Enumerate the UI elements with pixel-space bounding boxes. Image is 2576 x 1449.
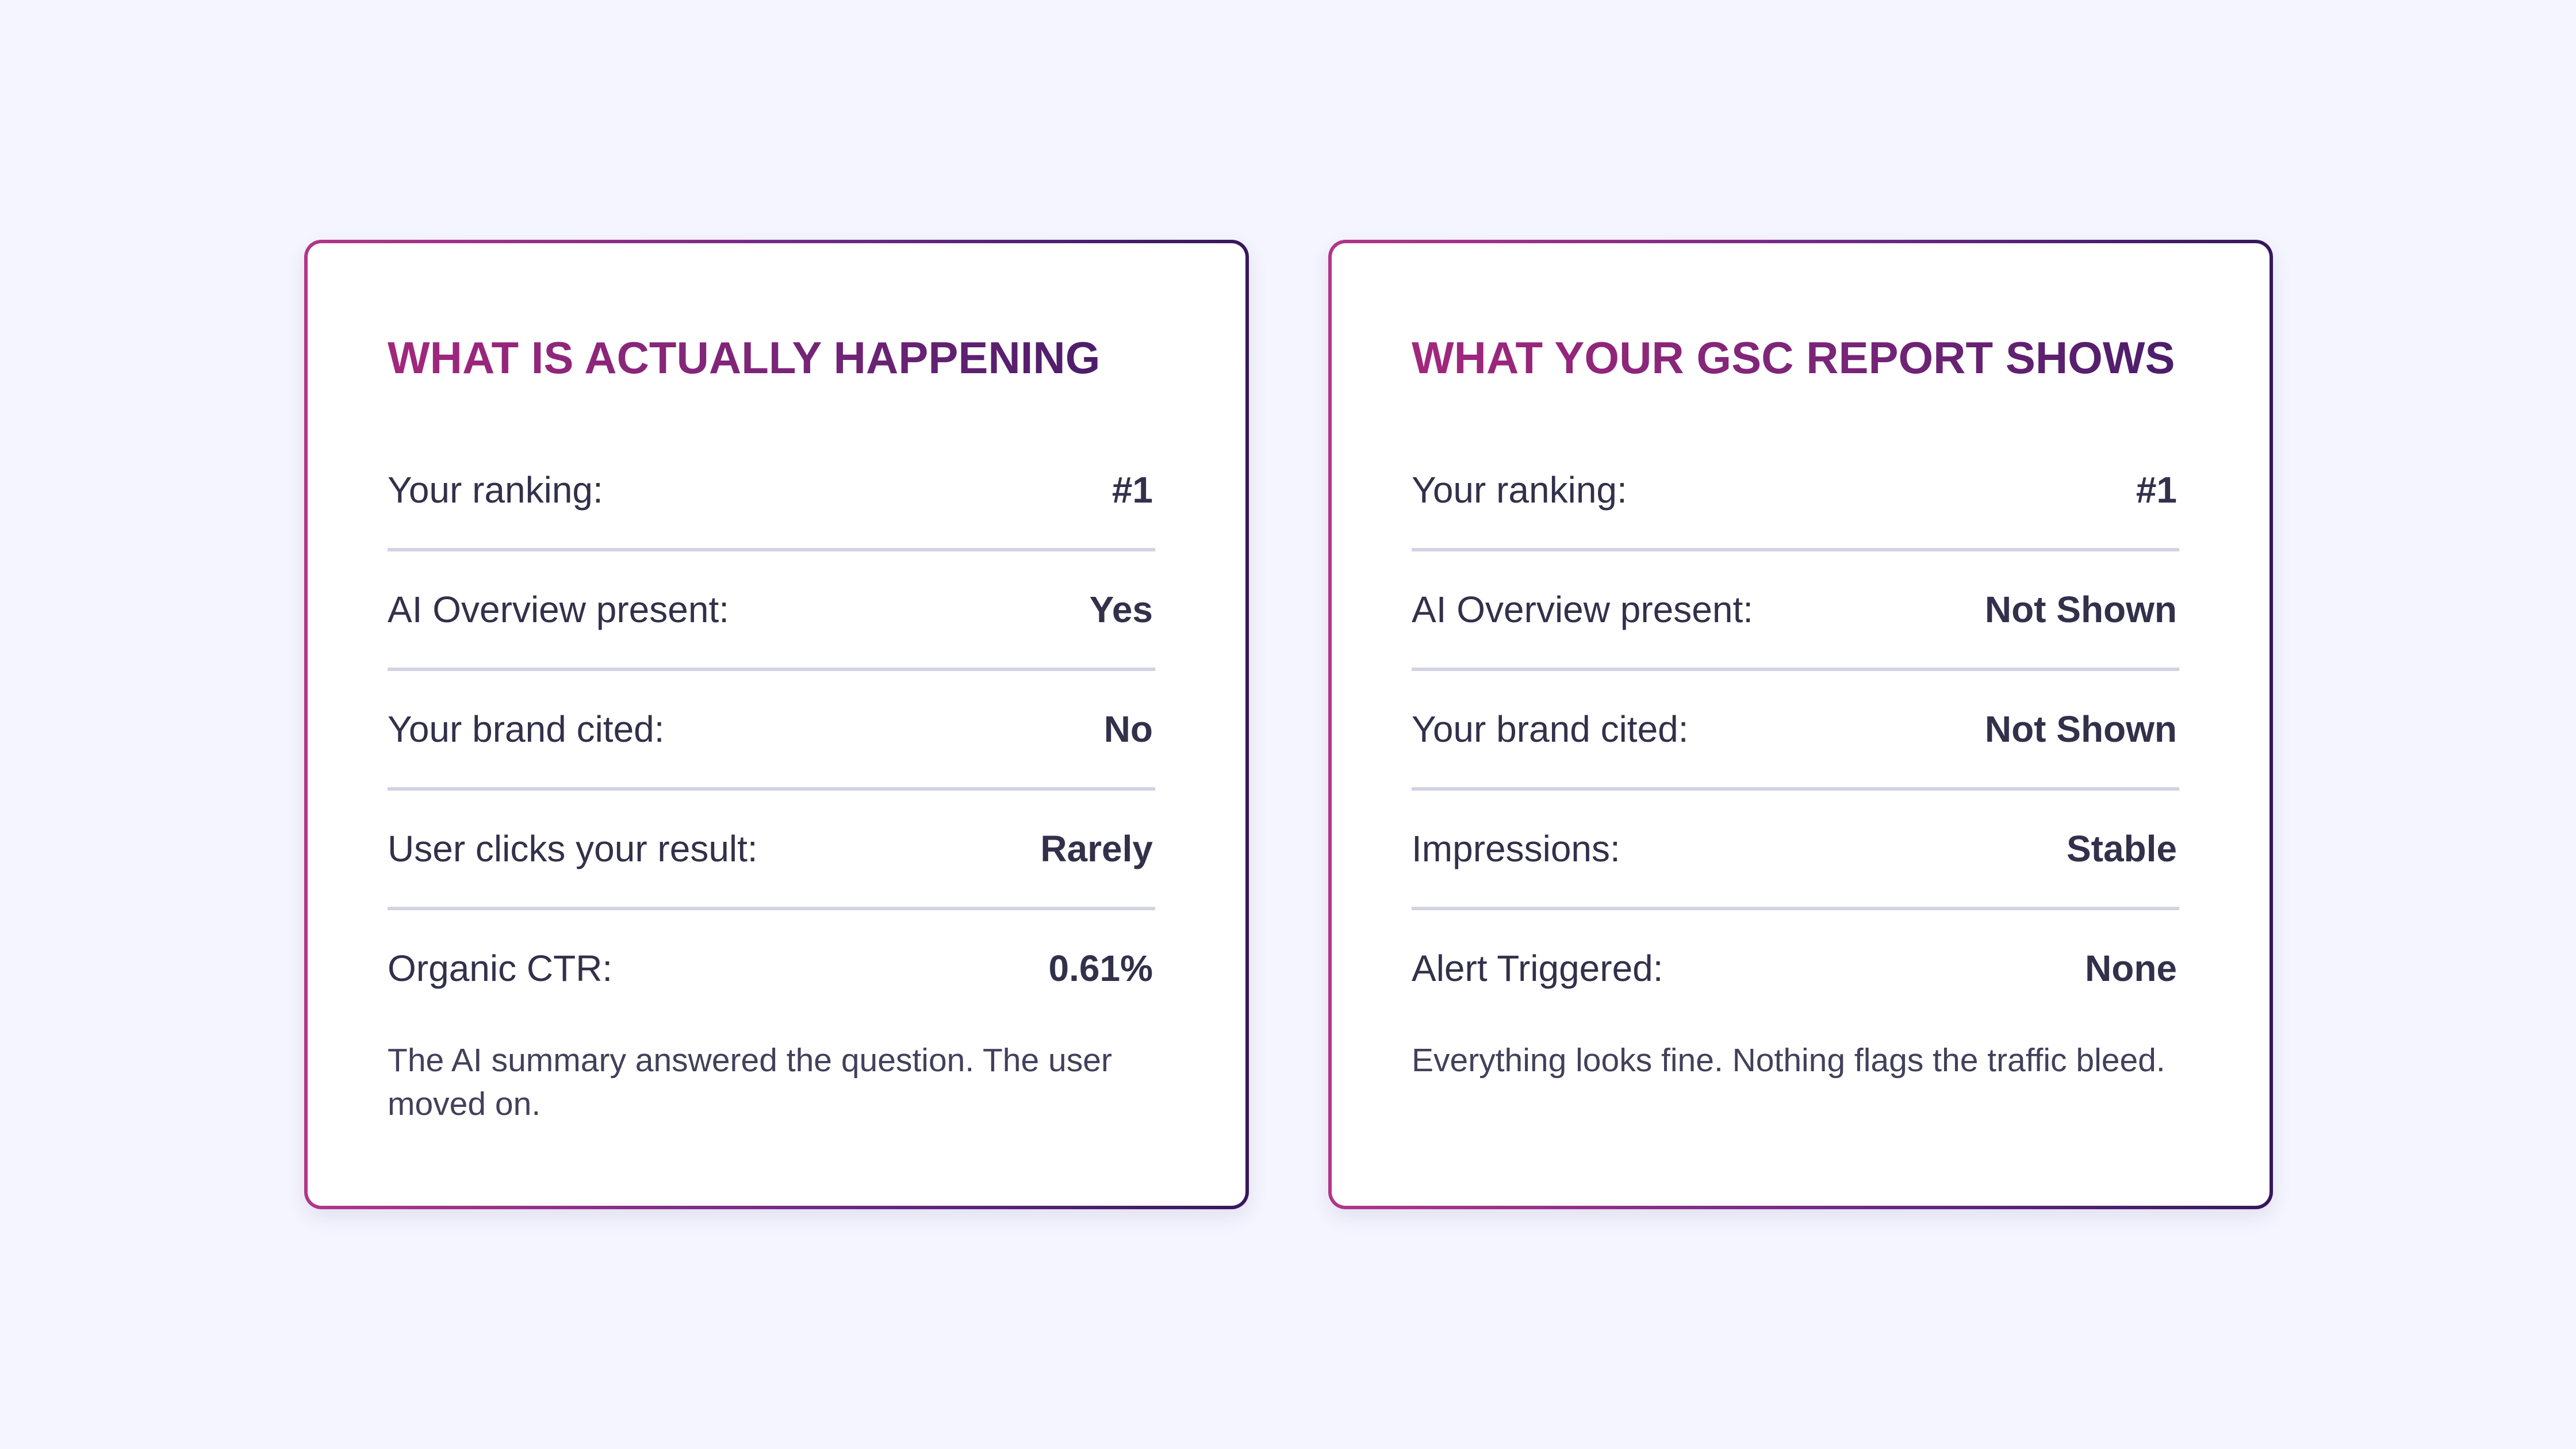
metric-row-ai-overview: AI Overview present: Yes xyxy=(388,551,1155,671)
metric-value: 0.61% xyxy=(1048,948,1153,989)
metric-label: Your ranking: xyxy=(388,469,603,511)
actual-happening-card: WHAT IS ACTUALLY HAPPENING Your ranking:… xyxy=(304,240,1249,1209)
metric-label: AI Overview present: xyxy=(388,589,729,630)
metric-value: Stable xyxy=(2066,828,2177,869)
metric-value: #1 xyxy=(1111,469,1153,511)
metric-row-brand-cited: Your brand cited: No xyxy=(388,671,1155,791)
metric-label: Your brand cited: xyxy=(1412,708,1689,750)
metric-label: User clicks your result: xyxy=(388,828,758,869)
metric-value: Not Shown xyxy=(1984,589,2177,630)
metric-label: Your ranking: xyxy=(1412,469,1627,511)
metric-label: Your brand cited: xyxy=(388,708,665,750)
metric-label: Organic CTR: xyxy=(388,948,613,989)
card-footnote: The AI summary answered the question. Th… xyxy=(388,1042,1112,1122)
metric-value: #1 xyxy=(2136,469,2177,511)
card-footnote: Everything looks fine. Nothing flags the… xyxy=(1412,1042,2165,1079)
metric-row-ranking: Your ranking: #1 xyxy=(1412,432,2179,551)
gsc-report-card: WHAT YOUR GSC REPORT SHOWS Your ranking:… xyxy=(1328,240,2273,1209)
card-title: WHAT YOUR GSC REPORT SHOWS xyxy=(1412,332,2175,383)
metric-row-ranking: Your ranking: #1 xyxy=(388,432,1155,551)
metrics-list: Your ranking: #1 AI Overview present: Ye… xyxy=(388,432,1155,1026)
metric-label: Alert Triggered: xyxy=(1412,948,1663,989)
metric-row-impressions: Impressions: Stable xyxy=(1412,791,2179,910)
metric-value: Not Shown xyxy=(1984,708,2177,750)
metric-label: AI Overview present: xyxy=(1412,589,1753,630)
card-title: WHAT IS ACTUALLY HAPPENING xyxy=(388,332,1101,383)
metrics-list: Your ranking: #1 AI Overview present: No… xyxy=(1412,432,2179,1026)
metric-value: Rarely xyxy=(1040,828,1153,869)
metric-label: Impressions: xyxy=(1412,828,1620,869)
metric-value: No xyxy=(1103,708,1153,750)
metric-row-organic-ctr: Organic CTR: 0.61% xyxy=(388,910,1155,1026)
metric-value: None xyxy=(2085,948,2177,989)
metric-row-ai-overview: AI Overview present: Not Shown xyxy=(1412,551,2179,671)
metric-value: Yes xyxy=(1089,589,1153,630)
metric-row-user-clicks: User clicks your result: Rarely xyxy=(388,791,1155,910)
metric-row-brand-cited: Your brand cited: Not Shown xyxy=(1412,671,2179,791)
metric-row-alert-triggered: Alert Triggered: None xyxy=(1412,910,2179,1026)
